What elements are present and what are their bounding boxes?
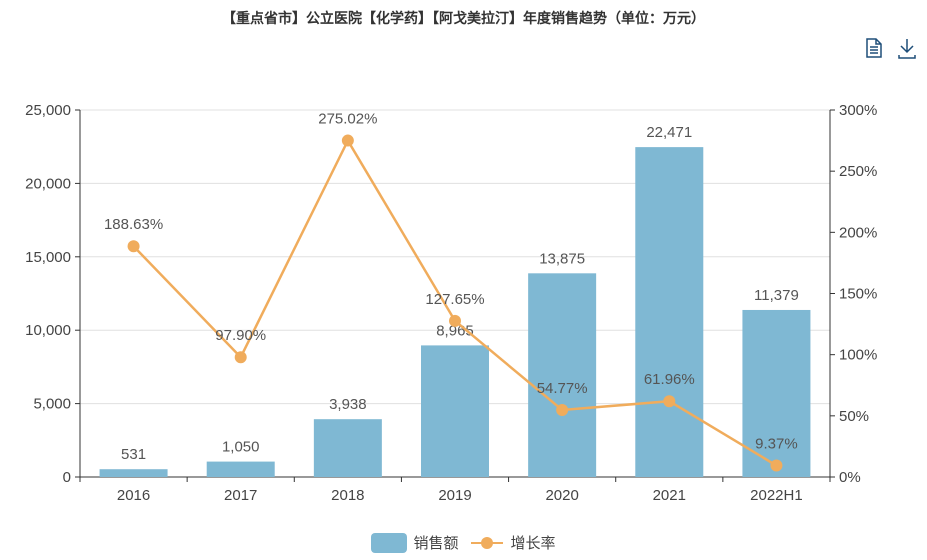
download-icon <box>898 39 916 59</box>
legend-label: 销售额 <box>413 535 459 552</box>
x-tick-label: 2020 <box>545 487 578 504</box>
growth-point-2021 <box>663 395 676 408</box>
bar-label: 3,938 <box>329 396 367 413</box>
bar-label: 13,875 <box>539 250 585 267</box>
bar-label: 11,379 <box>754 287 799 304</box>
y-right-tick-label: 0% <box>839 469 861 486</box>
y-right-tick-label: 250% <box>839 163 877 180</box>
growth-point-2016 <box>127 240 140 253</box>
growth-label: 54.77% <box>537 380 588 397</box>
x-tick-label: 2016 <box>117 487 150 504</box>
legend-label: 增长率 <box>510 535 556 552</box>
y-left-tick-label: 25,000 <box>25 102 71 119</box>
y-right-tick-label: 200% <box>839 224 877 241</box>
legend-bar-swatch <box>371 532 408 553</box>
y-left-tick-label: 10,000 <box>25 322 71 339</box>
growth-point-2017 <box>234 351 247 364</box>
y-right-tick-label: 300% <box>839 102 877 119</box>
growth-label: 9.37% <box>755 436 798 453</box>
y-left-tick-label: 0 <box>63 469 71 486</box>
bar-label: 531 <box>121 446 146 463</box>
bar-2020 <box>528 273 597 477</box>
y-left-tick-label: 5,000 <box>33 396 71 413</box>
y-left-tick-label: 20,000 <box>25 175 71 192</box>
growth-point-2019 <box>449 314 461 327</box>
legend-item-growth[interactable]: 增长率 <box>469 532 556 553</box>
x-tick-label: 2021 <box>653 487 686 504</box>
x-tick-label: 2022H1 <box>750 487 803 504</box>
bar-2022H1 <box>742 309 811 477</box>
bar-2017 <box>206 461 275 477</box>
growth-point-2018 <box>341 134 354 147</box>
x-tick-label: 2017 <box>224 487 257 504</box>
growth-label: 188.63% <box>104 216 163 233</box>
growth-point-2022H1 <box>770 459 783 472</box>
bar-2018 <box>313 419 382 477</box>
growth-point-2020 <box>556 403 569 416</box>
growth-label: 127.65% <box>425 291 484 308</box>
legend: 销售额 增长率 <box>0 532 927 553</box>
bar-label: 1,050 <box>222 439 260 456</box>
chart-title: 【重点省市】公立医院【化学药】【阿戈美拉汀】年度销售趋势（单位：万元） <box>222 10 705 26</box>
bar-label: 8,965 <box>436 322 474 339</box>
growth-label: 275.02% <box>318 111 377 128</box>
y-left-tick-label: 15,000 <box>25 249 71 266</box>
legend-item-sales[interactable]: 销售额 <box>371 532 459 553</box>
download-button[interactable] <box>897 37 917 59</box>
growth-label: 61.96% <box>644 371 695 388</box>
x-tick-label: 2019 <box>438 487 471 504</box>
x-tick-label: 2018 <box>331 487 364 504</box>
bar-label: 22,471 <box>646 124 692 141</box>
legend-line-swatch <box>470 536 503 549</box>
document-icon <box>866 38 882 58</box>
bar-2016 <box>99 469 168 477</box>
bar-2021 <box>635 147 704 477</box>
y-right-tick-label: 150% <box>839 286 877 303</box>
y-right-tick-label: 50% <box>839 408 869 425</box>
bar-2019 <box>421 345 489 477</box>
growth-label: 97.90% <box>215 327 266 344</box>
data-view-button[interactable] <box>864 37 884 59</box>
y-right-tick-label: 100% <box>839 347 877 364</box>
